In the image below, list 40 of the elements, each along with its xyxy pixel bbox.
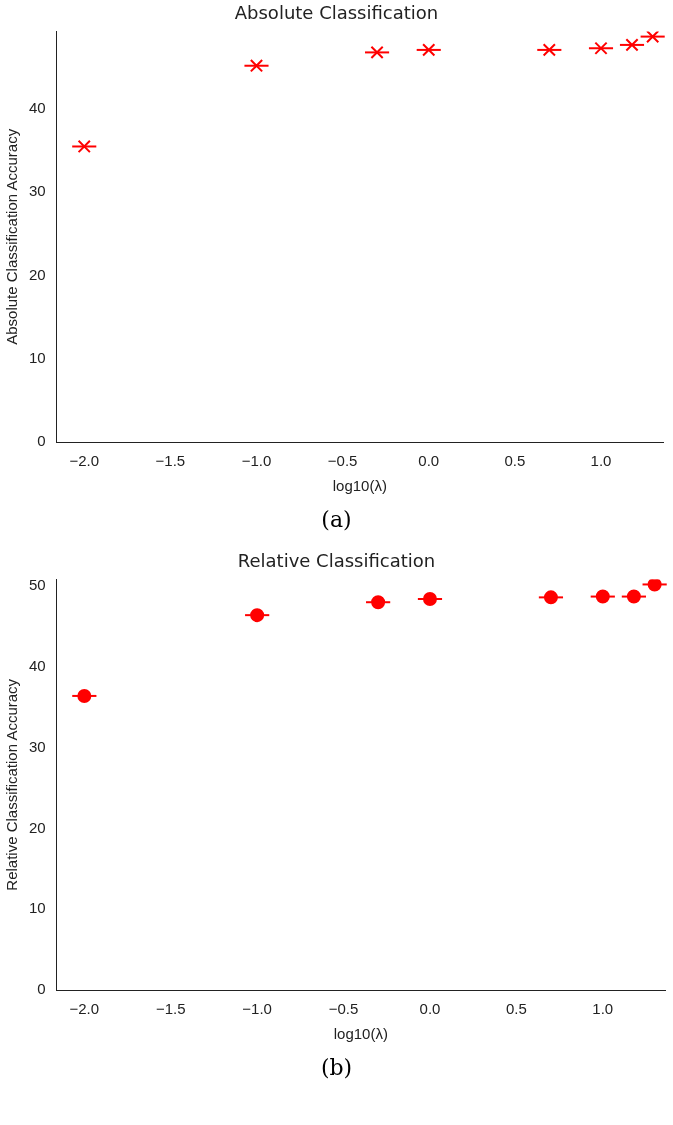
text: (b): [319, 1054, 354, 1082]
x-tick-label: −2.0: [69, 1000, 100, 1018]
text: (a): [320, 506, 353, 534]
y-tick-label: 30: [29, 182, 46, 200]
point: [542, 43, 556, 57]
x-axis-title: log10(λ): [332, 477, 387, 495]
y-tick-label: 0: [37, 432, 46, 450]
x-tick-label: −1.5: [155, 452, 186, 470]
point: [249, 59, 264, 73]
chart-title: Relative Classification: [237, 550, 436, 572]
x-tick-label: −1.0: [241, 452, 272, 470]
x-tick-label: 1.0: [592, 1000, 614, 1018]
chart-title: Absolute Classification: [234, 2, 439, 24]
y-axis-title: Absolute Classification Accuracy: [3, 128, 21, 345]
x-tick-label: −0.5: [327, 452, 358, 470]
y-tick-label: 20: [29, 265, 46, 283]
x-tick-label: 0.5: [505, 1000, 527, 1018]
point: [422, 43, 436, 57]
point: [625, 38, 639, 52]
point: [77, 139, 91, 154]
x-tick-label: 1.0: [590, 452, 612, 470]
x-tick-label: −0.5: [328, 1000, 359, 1018]
x-tick-label: 0.5: [504, 452, 526, 470]
y-axis-title: Relative Classification Accuracy: [3, 678, 21, 891]
point: [594, 41, 608, 55]
x-tick-label: −1.5: [155, 1000, 186, 1018]
y-tick-label: 0: [37, 980, 46, 998]
y-tick-label: 50: [29, 576, 46, 594]
y-tick-label: 40: [29, 99, 46, 117]
y-tick-label: 10: [29, 348, 46, 366]
y-tick-label: 30: [29, 737, 46, 755]
y-tick-label: 20: [29, 818, 46, 836]
x-tick-label: 0.0: [419, 1000, 441, 1018]
x-tick-label: 0.0: [418, 452, 440, 470]
x-tick-label: −2.0: [69, 452, 100, 470]
y-tick-label: 10: [29, 899, 46, 917]
x-tick-label: −1.0: [242, 1000, 272, 1018]
y-tick-label: 40: [29, 656, 46, 674]
point: [370, 45, 384, 60]
x-axis-title: log10(λ): [333, 1025, 388, 1043]
